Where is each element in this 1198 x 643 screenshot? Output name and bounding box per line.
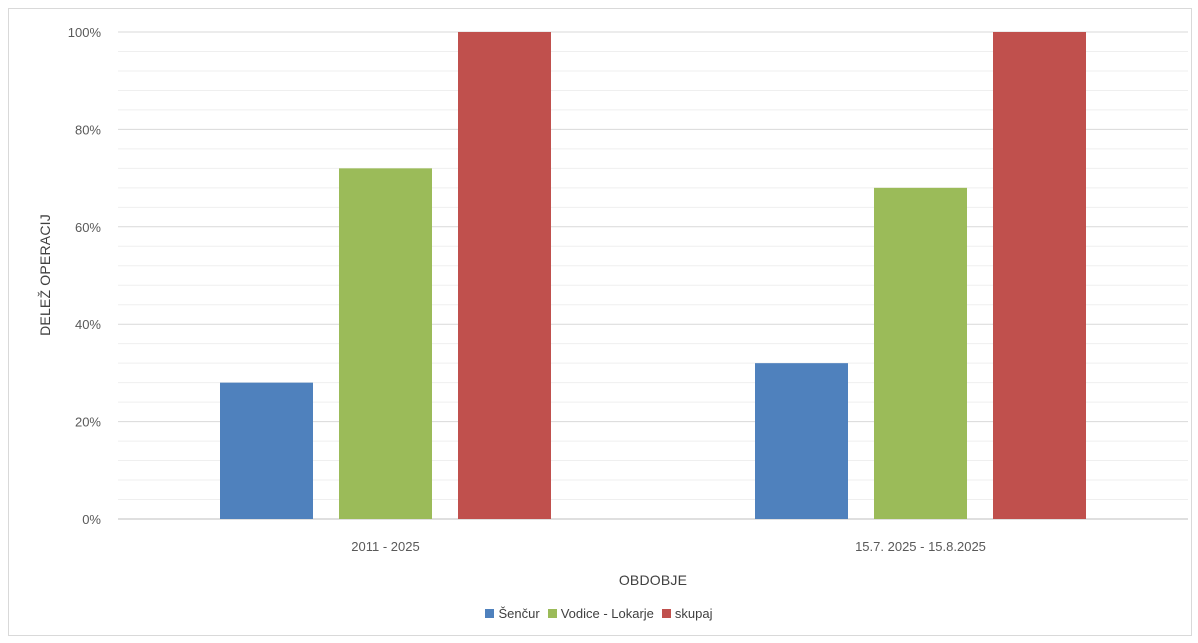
x-axis-title: OBDOBJE: [619, 572, 687, 588]
y-tick-label: 20%: [75, 415, 101, 430]
legend-swatch: [485, 609, 495, 618]
legend-swatch: [547, 609, 557, 618]
y-tick-label: 0%: [82, 512, 101, 527]
legend: Šenčur Vodice - Lokarje skupaj: [0, 606, 1198, 621]
y-axis-ticks: 0% 20% 40% 60% 80% 100%: [68, 25, 102, 527]
y-tick-label: 80%: [75, 122, 101, 137]
bar: [339, 168, 432, 520]
legend-label: Vodice - Lokarje: [560, 606, 654, 621]
y-tick-label: 100%: [68, 25, 102, 40]
y-tick-label: 60%: [75, 220, 101, 235]
x-tick-label: 2011 - 2025: [351, 539, 419, 554]
bars: [220, 32, 1086, 520]
bar: [874, 187, 967, 519]
bar: [458, 32, 551, 519]
legend-item: Vodice - Lokarje: [547, 606, 654, 621]
x-axis-ticks: 2011 - 2025 15.7. 2025 - 15.8.2025: [351, 539, 986, 554]
legend-label: skupaj: [674, 606, 713, 621]
x-tick-label: 15.7. 2025 - 15.8.2025: [855, 539, 986, 554]
y-axis-title: DELEŽ OPERACIJ: [37, 214, 53, 336]
legend-item: skupaj: [661, 606, 713, 621]
bar: [755, 363, 848, 519]
bar: [220, 382, 313, 519]
legend-label: Šenčur: [498, 606, 540, 621]
y-tick-label: 40%: [75, 317, 101, 332]
legend-swatch: [661, 609, 671, 618]
legend-item: Šenčur: [485, 606, 540, 621]
bar: [993, 32, 1086, 519]
